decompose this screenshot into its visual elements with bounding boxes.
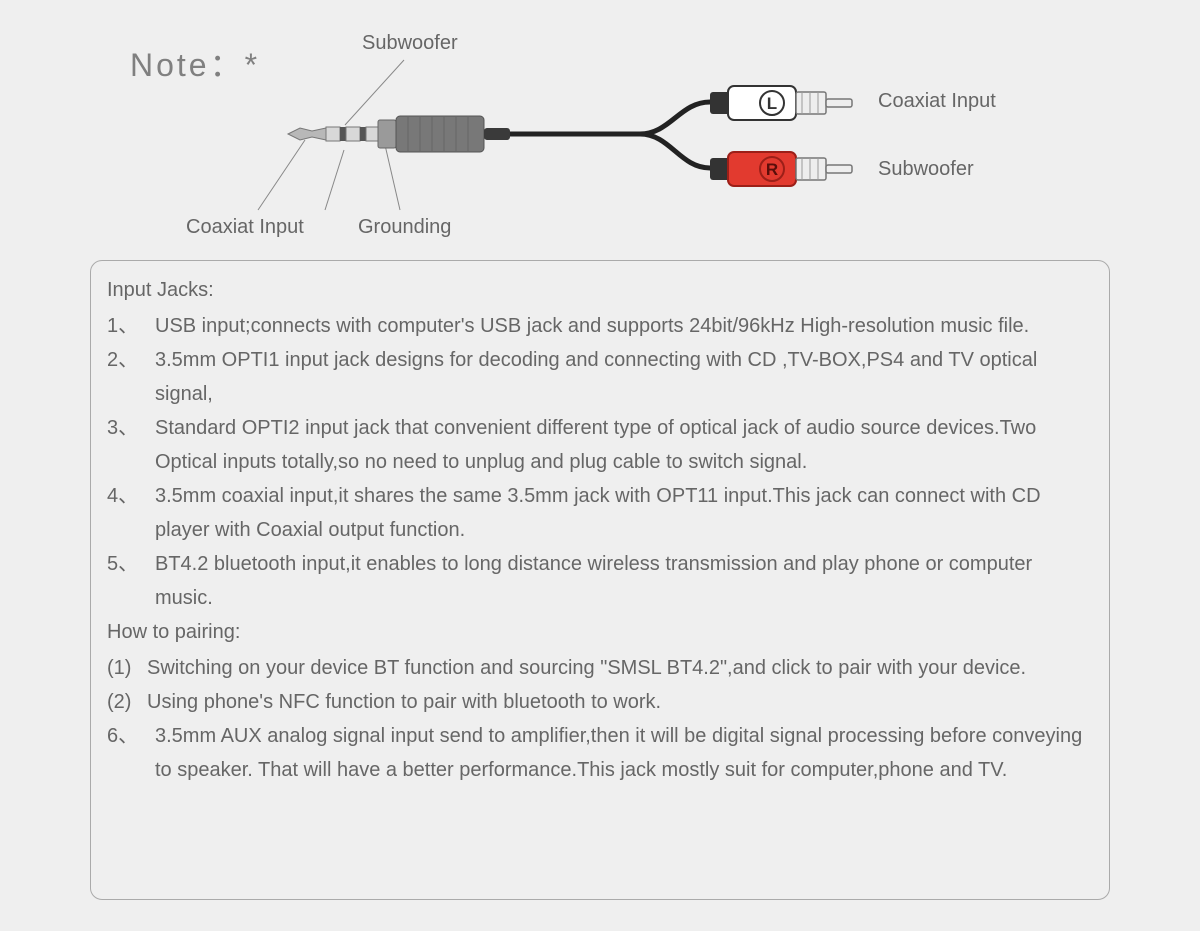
- item-1: 1、 USB input;connects with computer's US…: [107, 309, 1093, 343]
- item-5: 5、 BT4.2 bluetooth input,it enables to l…: [107, 547, 1093, 615]
- heading-pairing: How to pairing:: [107, 615, 1093, 649]
- rca-l-letter: L: [767, 94, 777, 113]
- item-4: 4、 3.5mm coaxial input,it shares the sam…: [107, 479, 1093, 547]
- cable-svg: L R: [0, 20, 1200, 250]
- item-3: 3、 Standard OPTI2 input jack that conven…: [107, 411, 1093, 479]
- item-6: 6、 3.5mm AUX analog signal input send to…: [107, 719, 1093, 787]
- item-2: 2、 3.5mm OPTI1 input jack designs for de…: [107, 343, 1093, 411]
- rca-r-letter: R: [766, 160, 778, 179]
- pairing-1: (1) Switching on your device BT function…: [107, 651, 1093, 685]
- heading-input-jacks: Input Jacks:: [107, 273, 1093, 307]
- rca-red-plug: R: [710, 152, 852, 186]
- instructions-panel: Input Jacks: 1、 USB input;connects with …: [90, 260, 1110, 900]
- rca-white-plug: L: [710, 86, 852, 120]
- cable-diagram: Note：* Subwoofer Coaxiat Input Grounding…: [0, 20, 1200, 250]
- pairing-2: (2) Using phone's NFC function to pair w…: [107, 685, 1093, 719]
